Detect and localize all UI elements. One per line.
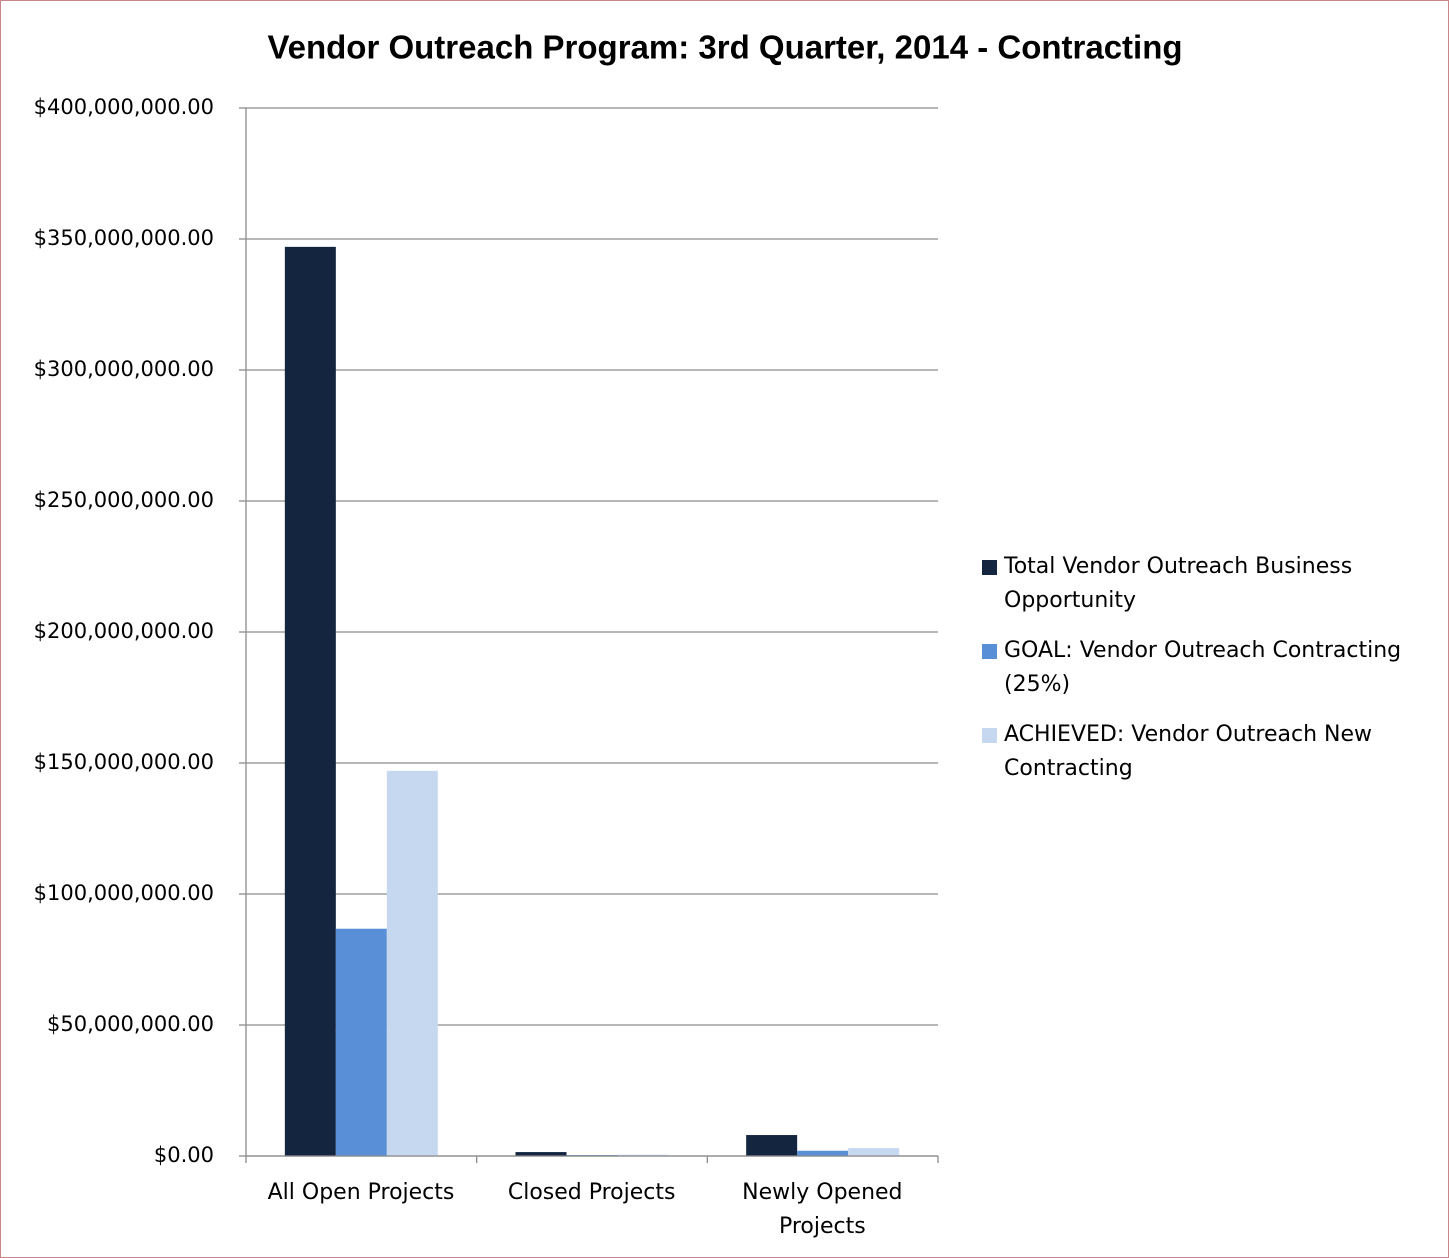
bar [386, 770, 438, 1156]
legend-item: GOAL: Vendor Outreach Contracting (25%) [982, 634, 1402, 702]
legend-swatch [982, 728, 997, 743]
x-tick-label: All Open Projects [267, 1180, 455, 1205]
bar [617, 1154, 669, 1156]
x-tick-label: Newly Opened Projects [742, 1180, 903, 1239]
legend-item: ACHIEVED: Vendor Outreach New Contractin… [982, 718, 1402, 786]
y-tick-label: $100,000,000.00 [34, 881, 214, 905]
legend-swatch [982, 644, 997, 659]
bar [848, 1148, 900, 1156]
legend-swatch [982, 560, 997, 575]
bar [515, 1152, 567, 1156]
y-tick-label: $50,000,000.00 [47, 1012, 214, 1036]
bar [335, 928, 387, 1156]
y-tick-label: $200,000,000.00 [34, 619, 214, 643]
legend-label: Total Vendor Outreach Business Opportuni… [1004, 554, 1353, 613]
chart-title: Vendor Outreach Program: 3rd Quarter, 20… [267, 29, 1182, 66]
y-tick-label: $0.00 [154, 1143, 214, 1167]
legend-label: GOAL: Vendor Outreach Contracting (25%) [1004, 638, 1402, 697]
bar [284, 246, 336, 1157]
bar [797, 1150, 849, 1156]
y-tick-label: $250,000,000.00 [34, 488, 214, 512]
y-tick-label: $400,000,000.00 [34, 95, 214, 119]
bar [746, 1135, 798, 1156]
y-tick-label: $350,000,000.00 [34, 226, 214, 250]
y-tick-label: $150,000,000.00 [34, 750, 214, 774]
legend-label: ACHIEVED: Vendor Outreach New Contractin… [1004, 722, 1373, 781]
y-tick-label: $300,000,000.00 [34, 357, 214, 381]
legend-item: Total Vendor Outreach Business Opportuni… [982, 550, 1402, 618]
x-tick-label: Closed Projects [507, 1180, 676, 1205]
